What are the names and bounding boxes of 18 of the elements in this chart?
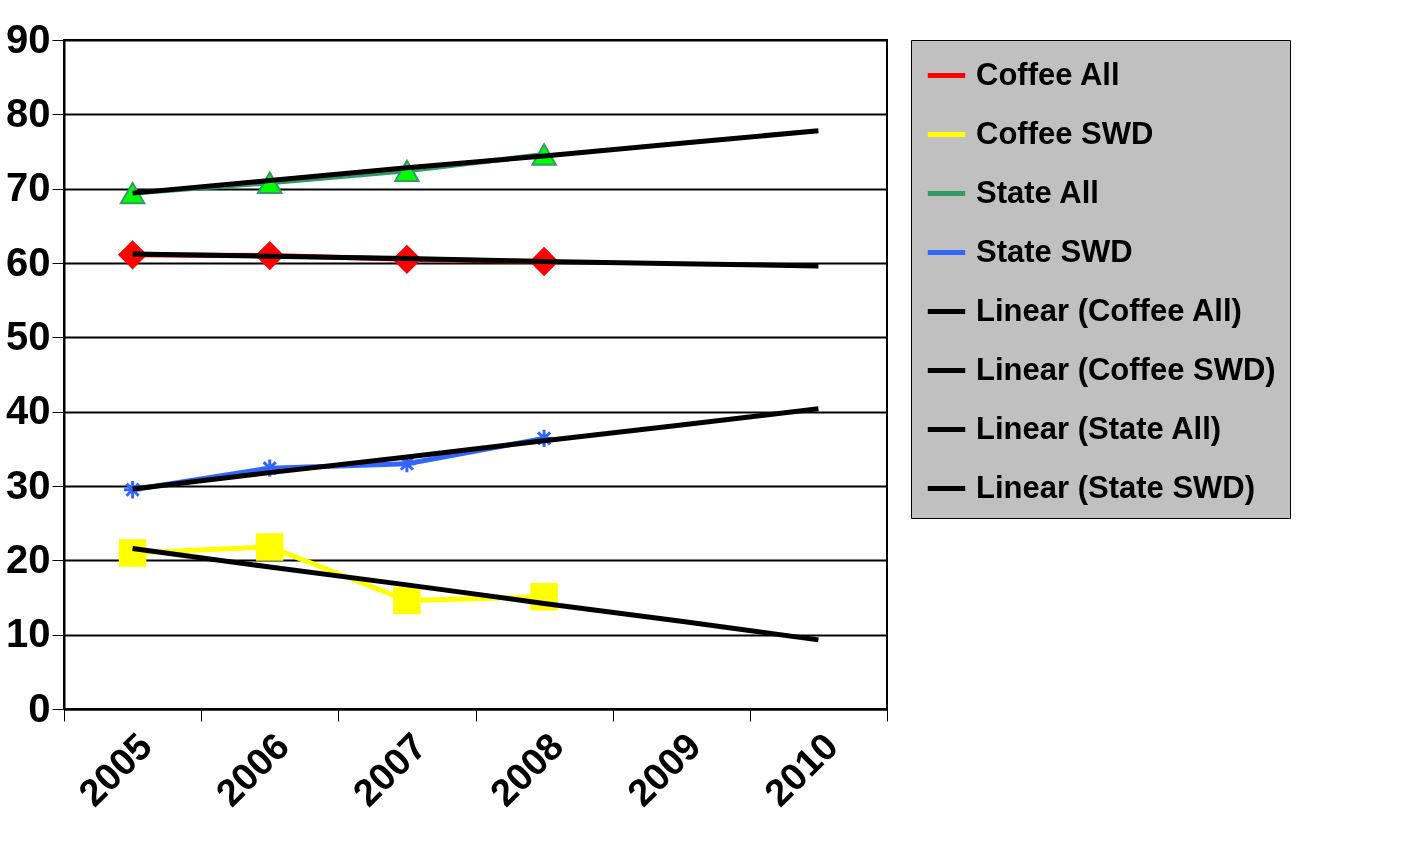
y-tick-label: 90	[6, 16, 51, 61]
y-tick-label: 10	[6, 611, 51, 656]
legend-label: Linear (Coffee SWD)	[976, 351, 1276, 387]
legend-label: Linear (State All)	[976, 410, 1222, 446]
legend-label: Linear (Coffee All)	[976, 292, 1242, 328]
y-tick-label: 40	[6, 388, 51, 433]
y-tick-label: 30	[6, 462, 51, 507]
legend-label: State SWD	[976, 233, 1133, 269]
legend-label: Coffee All	[976, 56, 1120, 92]
y-tick-label: 80	[6, 90, 51, 135]
y-tick-label: 20	[6, 536, 51, 581]
legend-label: Linear (State SWD)	[976, 469, 1256, 505]
legend-label: Coffee SWD	[976, 115, 1154, 151]
y-tick-label: 50	[6, 313, 51, 358]
legend-label: State All	[976, 174, 1099, 210]
y-tick-label: 0	[28, 685, 51, 730]
y-tick-label: 60	[6, 239, 51, 284]
y-tick-label: 70	[6, 165, 51, 210]
